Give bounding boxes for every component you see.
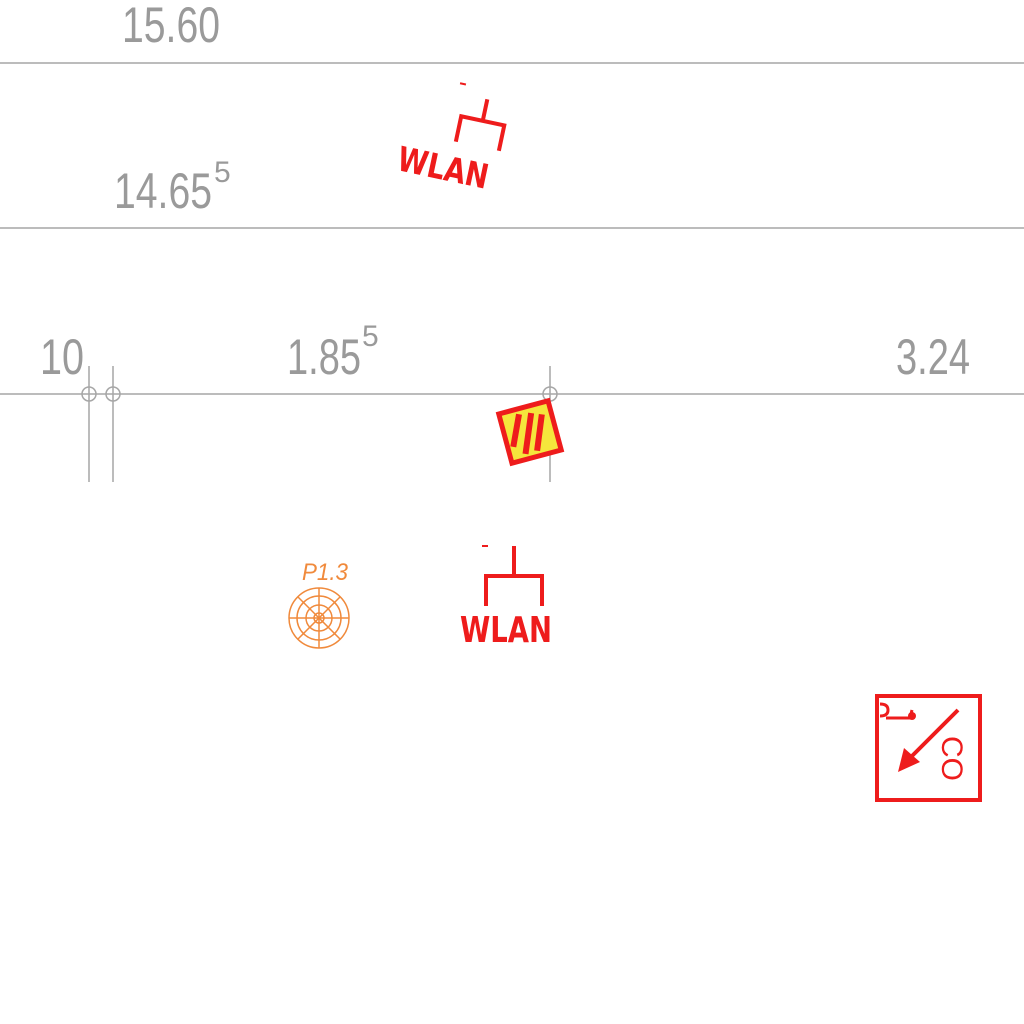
wlan-lower-label: WLAN	[460, 610, 552, 651]
dimension-label-center: 1.85	[287, 329, 361, 385]
co-detector-icon	[875, 694, 982, 802]
dimension-label-left: 10	[40, 329, 84, 385]
wlan-upper[interactable]: WLAN	[394, 74, 511, 199]
wlan-antenna-icon	[453, 82, 507, 152]
dimension-marker-left-1	[81, 366, 97, 482]
wlan-antenna-icon	[482, 545, 544, 606]
hazard-symbol[interactable]	[495, 397, 565, 467]
pump-label: P1.3	[302, 559, 349, 586]
hatched-hazard-icon	[495, 397, 565, 467]
elevation-label-top: 15.60	[122, 0, 220, 53]
circular-pump-icon	[288, 587, 350, 649]
co-detector-symbol[interactable]: CO	[875, 694, 982, 802]
pump-symbol[interactable]: P1.3	[288, 559, 350, 649]
wlan-upper-label: WLAN	[394, 139, 492, 197]
dimension-label-center-superscript: 5	[362, 320, 379, 353]
co-detector-label: CO	[935, 736, 968, 781]
dimension-marker-left-2	[105, 366, 121, 482]
wlan-lower[interactable]: WLAN	[460, 545, 552, 651]
elevation-label-middle-superscript: 5	[214, 156, 231, 189]
dimension-label-right: 3.24	[896, 329, 970, 385]
elevation-label-middle: 14.65	[114, 163, 212, 219]
